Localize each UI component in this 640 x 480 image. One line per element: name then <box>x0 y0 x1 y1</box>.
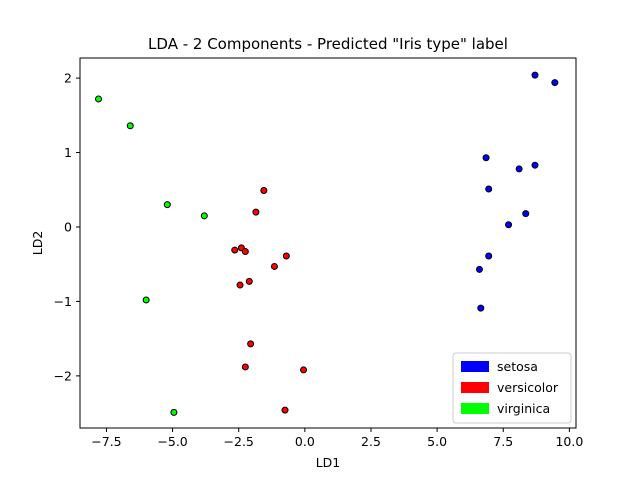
legend-swatch-setosa <box>461 361 489 372</box>
data-point-virginica-0 <box>95 95 103 103</box>
data-points <box>95 71 559 416</box>
data-point-virginica-3 <box>200 212 208 220</box>
chart-title: LDA - 2 Components - Predicted "Iris typ… <box>148 35 508 53</box>
plot-area-frame <box>79 57 577 429</box>
data-point-versicolor-10 <box>241 363 249 371</box>
data-point-setosa-4 <box>531 161 539 169</box>
data-point-setosa-10 <box>477 304 485 312</box>
data-point-setosa-1 <box>551 79 559 87</box>
data-point-virginica-2 <box>163 201 171 209</box>
x-tick-label: −2.5 <box>224 434 254 449</box>
legend-swatch-versicolor <box>461 382 489 393</box>
legend-label-versicolor: versicolor <box>497 380 559 395</box>
data-point-versicolor-5 <box>282 252 290 260</box>
data-point-versicolor-4 <box>241 248 249 256</box>
data-point-setosa-8 <box>485 252 493 260</box>
legend-label-virginica: virginica <box>497 401 550 416</box>
data-point-setosa-2 <box>482 154 490 162</box>
data-point-virginica-5 <box>170 408 178 416</box>
y-axis-label: LD2 <box>30 231 45 256</box>
data-point-versicolor-8 <box>236 281 244 289</box>
y-tick-label: 2 <box>64 71 72 86</box>
y-tick-label: 0 <box>64 219 72 234</box>
data-point-versicolor-9 <box>247 340 255 348</box>
legend-swatch-virginica <box>461 403 489 414</box>
x-axis-label: LD1 <box>316 455 341 470</box>
y-axis-ticks: −2 −1 0 1 2 <box>54 71 80 383</box>
data-point-versicolor-1 <box>252 208 260 216</box>
y-tick-label: −2 <box>54 368 72 383</box>
data-point-setosa-3 <box>515 165 523 173</box>
legend-label-setosa: setosa <box>497 359 538 374</box>
data-point-versicolor-12 <box>281 406 289 414</box>
x-axis-ticks: −7.5 −5.0 −2.5 0.0 2.5 5.0 7.5 10.0 <box>91 428 583 449</box>
x-tick-label: 10.0 <box>555 434 583 449</box>
data-point-setosa-0 <box>531 71 539 79</box>
data-point-setosa-6 <box>522 210 530 218</box>
x-tick-label: 7.5 <box>493 434 513 449</box>
data-point-virginica-1 <box>126 122 134 130</box>
data-point-versicolor-7 <box>245 277 253 285</box>
data-point-versicolor-11 <box>300 366 308 374</box>
data-point-versicolor-6 <box>270 262 278 270</box>
legend: setosa versicolor virginica <box>452 352 572 424</box>
data-point-setosa-5 <box>485 185 493 193</box>
x-tick-label: 5.0 <box>427 434 447 449</box>
x-tick-label: 0.0 <box>295 434 315 449</box>
x-tick-label: −5.0 <box>157 434 187 449</box>
y-tick-label: 1 <box>64 145 72 160</box>
x-tick-label: 2.5 <box>361 434 381 449</box>
data-point-setosa-7 <box>505 221 513 229</box>
data-point-versicolor-0 <box>260 187 268 195</box>
data-point-versicolor-2 <box>231 246 239 254</box>
data-point-virginica-4 <box>142 296 150 304</box>
y-tick-label: −1 <box>54 294 72 309</box>
x-tick-label: −7.5 <box>91 434 121 449</box>
data-point-setosa-9 <box>475 265 483 273</box>
